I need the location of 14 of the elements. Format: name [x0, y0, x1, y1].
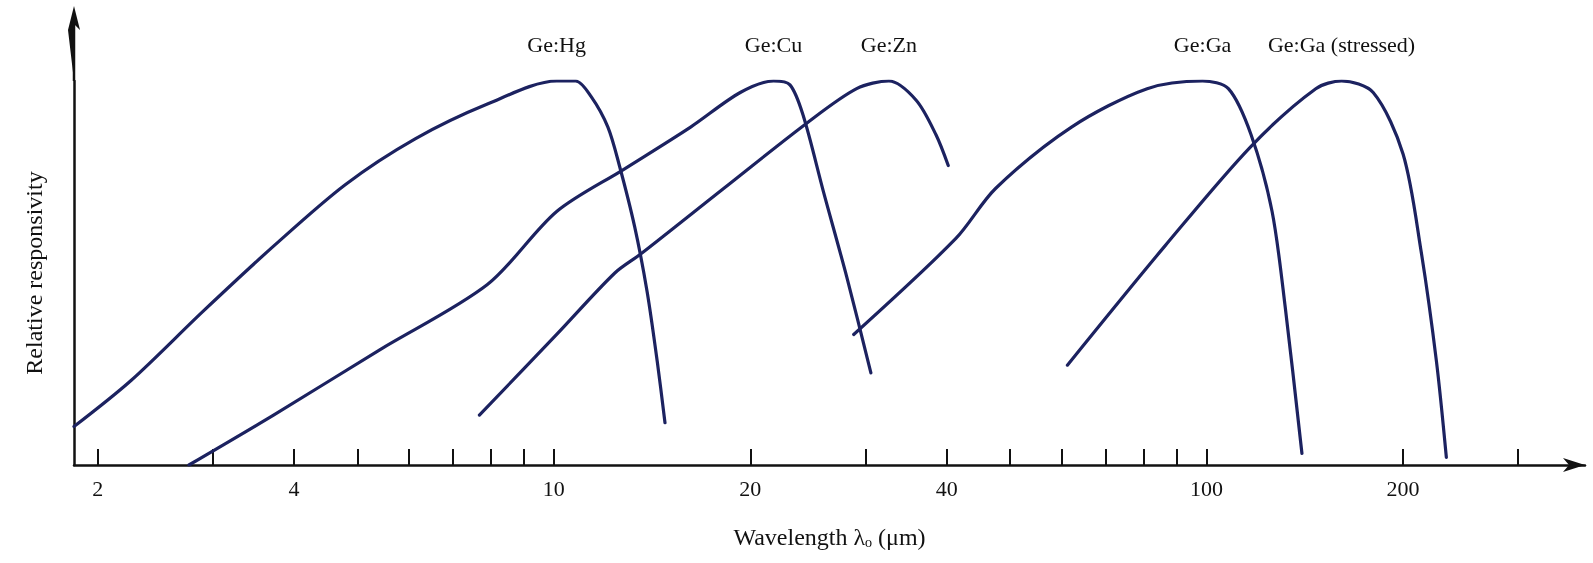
y-axis-title: Relative responsivity: [21, 171, 47, 375]
x-tick-label: 2: [92, 475, 104, 501]
x-tick-label: 4: [288, 475, 300, 501]
x-tick-label: 100: [1190, 475, 1224, 501]
series-label: Ge:Ga (stressed): [1267, 31, 1416, 57]
x-axis-title: Wavelength λₒ (μm): [733, 524, 926, 550]
x-tick-label: 40: [935, 475, 958, 501]
x-tick-label: 200: [1386, 475, 1420, 501]
series-label: Ge:Ga: [1173, 31, 1232, 57]
x-tick-label: 20: [739, 475, 762, 501]
series-label: Ge:Zn: [860, 31, 917, 57]
x-tick-label: 10: [542, 475, 565, 501]
series-label: Ge:Cu: [744, 31, 803, 57]
series-label: Ge:Hg: [527, 31, 587, 57]
